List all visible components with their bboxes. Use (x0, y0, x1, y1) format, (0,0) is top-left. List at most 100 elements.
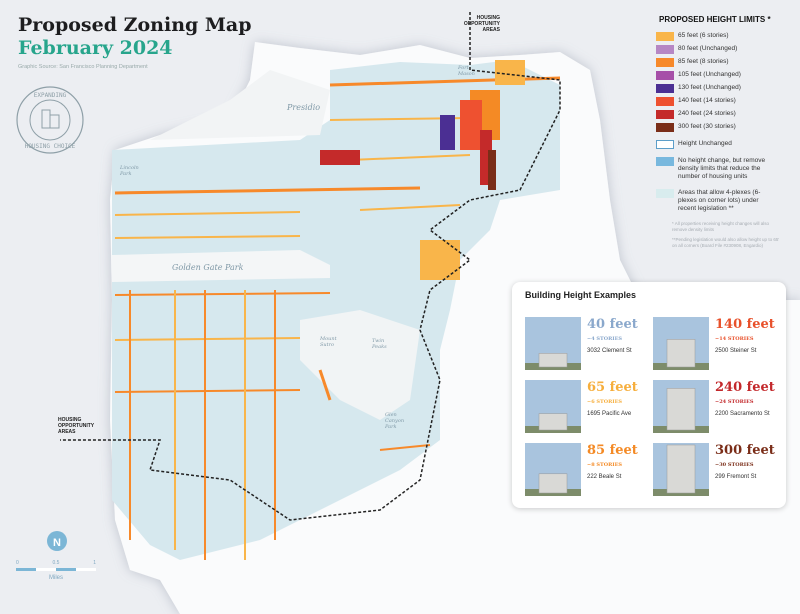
legend-title: PROPOSED HEIGHT LIMITS * (659, 15, 771, 24)
label-fort-mason: Fort Mason (458, 65, 475, 77)
building-photo (653, 317, 709, 370)
example-height: 240 feet (715, 380, 775, 395)
example-height: 40 feet (587, 317, 638, 332)
upzoned-corridor (114, 389, 301, 393)
building-example: 300 feet ~30 STORIES 299 Fremont St (653, 443, 783, 498)
legend-swatch (656, 157, 674, 166)
legend: PROPOSED HEIGHT LIMITS * 65 feet (6 stor… (656, 15, 796, 249)
open-space (300, 310, 420, 420)
legend-label: 80 feet (Unchanged) (678, 45, 738, 52)
building-example: 65 feet ~6 STORIES 1695 Pacific Ave (525, 380, 655, 435)
page-title: Proposed Zoning Map (18, 14, 252, 36)
example-stories: ~8 STORIES (587, 462, 623, 468)
example-stories: ~30 STORIES (715, 462, 754, 468)
legend-item: 300 feet (30 stories) (656, 123, 796, 132)
north-arrow-icon: N (47, 531, 67, 551)
upzoned-corridor (359, 204, 461, 211)
examples-title: Building Height Examples (525, 290, 637, 300)
legend-swatch (656, 32, 674, 41)
housing-opportunity-label-west: HOUSING OPPORTUNITY AREAS (58, 417, 95, 435)
scale-tick: 1 (93, 560, 96, 566)
legend-label: 140 feet (14 stories) (678, 97, 736, 104)
legend-swatch (656, 71, 674, 80)
building-height-examples: Building Height Examples 40 feet ~4 STOR… (512, 282, 786, 508)
legend-item: Height Unchanged (656, 140, 796, 149)
legend-label: 240 feet (24 stories) (678, 110, 736, 117)
scale-tick: 0.5 (52, 560, 60, 566)
legend-label: 300 feet (30 stories) (678, 123, 736, 130)
example-stories: ~14 STORIES (715, 336, 754, 342)
svg-text:EXPANDING: EXPANDING (34, 92, 67, 99)
example-address: 222 Beale St (587, 474, 622, 480)
upzoned-corridor (114, 337, 301, 341)
legend-label: 85 feet (8 stories) (678, 58, 729, 65)
legend-item: 105 feet (Unchanged) (656, 71, 796, 80)
example-height: 65 feet (587, 380, 638, 395)
label-twin-peaks: Twin Peaks (372, 338, 387, 350)
example-address: 1695 Pacific Ave (587, 411, 632, 417)
upzoned-corridor (114, 235, 301, 239)
housing-opportunity-label-north: HOUSING OPPORTUNITY AREAS (463, 15, 500, 33)
example-height: 140 feet (715, 317, 775, 332)
housing-opportunity-boundary (60, 12, 561, 521)
legend-note-1: * All properties receiving height change… (672, 221, 770, 232)
golden-gate-park (112, 250, 330, 282)
example-address: 299 Fremont St (715, 474, 757, 480)
building-photo (653, 380, 709, 433)
legend-label: Height Unchanged (678, 140, 732, 147)
legend-item: 140 feet (14 stories) (656, 97, 796, 106)
legend-label: Areas that allow 4-plexes (6-plexes on c… (678, 189, 761, 212)
building-example: 140 feet ~14 STORIES 2500 Steiner St (653, 317, 783, 372)
example-address: 2200 Sacramento St (715, 411, 770, 417)
legend-swatch (656, 84, 674, 93)
legend-item: 80 feet (Unchanged) (656, 45, 796, 54)
label-lincoln-park: Lincoln Park (120, 165, 139, 177)
upzoned-corridor (114, 186, 421, 195)
building-example: 85 feet ~8 STORIES 222 Beale St (525, 443, 655, 498)
residential-zone (112, 60, 560, 560)
example-address: 3032 Clement St (587, 348, 632, 354)
label-glen-canyon-park: Glen Canyon Park (385, 412, 405, 430)
legend-label: No height change, but remove density lim… (678, 157, 766, 180)
presidio-area (150, 70, 330, 140)
building-photo (653, 443, 709, 496)
expanding-housing-choice-logo: EXPANDING HOUSING CHOICE (16, 86, 84, 154)
upzoned-corridor (379, 444, 431, 451)
scale-tick: 0 (16, 560, 19, 566)
legend-swatch (656, 189, 674, 198)
legend-swatch (656, 58, 674, 67)
legend-item: 240 feet (24 stories) (656, 110, 796, 119)
legend-swatch (656, 45, 674, 54)
legend-note-2: **Pending legislation would also allow h… (672, 237, 780, 248)
legend-swatch (656, 123, 674, 132)
legend-label: 130 feet (Unchanged) (678, 84, 741, 91)
scale-bar: 0 0.5 1 Miles (16, 560, 96, 581)
svg-text:N: N (53, 537, 61, 549)
example-stories: ~6 STORIES (587, 399, 623, 405)
upzoned-corridor (318, 369, 332, 401)
building-example: 40 feet ~4 STORIES 3032 Clement St (525, 317, 655, 372)
legend-item: Areas that allow 4-plexes (6-plexes on c… (656, 189, 796, 213)
graphic-source: Graphic Source: San Francisco Planning D… (18, 64, 148, 70)
legend-swatch (656, 110, 674, 119)
building-photo (525, 380, 581, 433)
building-example: 240 feet ~24 STORIES 2200 Sacramento St (653, 380, 783, 435)
legend-label: 105 feet (Unchanged) (678, 71, 741, 78)
upzoned-corridor (114, 292, 331, 296)
upzoned-corridor (114, 211, 301, 216)
building-photo (525, 317, 581, 370)
svg-text:HOUSING CHOICE: HOUSING CHOICE (25, 143, 76, 150)
label-golden-gate-park: Golden Gate Park (172, 263, 244, 272)
legend-item: 130 feet (Unchanged) (656, 84, 796, 93)
upzoned-corridor (349, 154, 471, 161)
page-subtitle: February 2024 (18, 37, 173, 59)
example-height: 300 feet (715, 443, 775, 458)
label-presidio: Presidio (287, 103, 321, 112)
example-address: 2500 Steiner St (715, 348, 757, 354)
label-mount-sutro: Mount Sutro (320, 336, 337, 348)
legend-swatch (656, 140, 674, 149)
legend-label: 65 feet (6 stories) (678, 32, 729, 39)
scale-unit: Miles (48, 575, 63, 581)
example-stories: ~24 STORIES (715, 399, 754, 405)
legend-item: No height change, but remove density lim… (656, 157, 796, 181)
